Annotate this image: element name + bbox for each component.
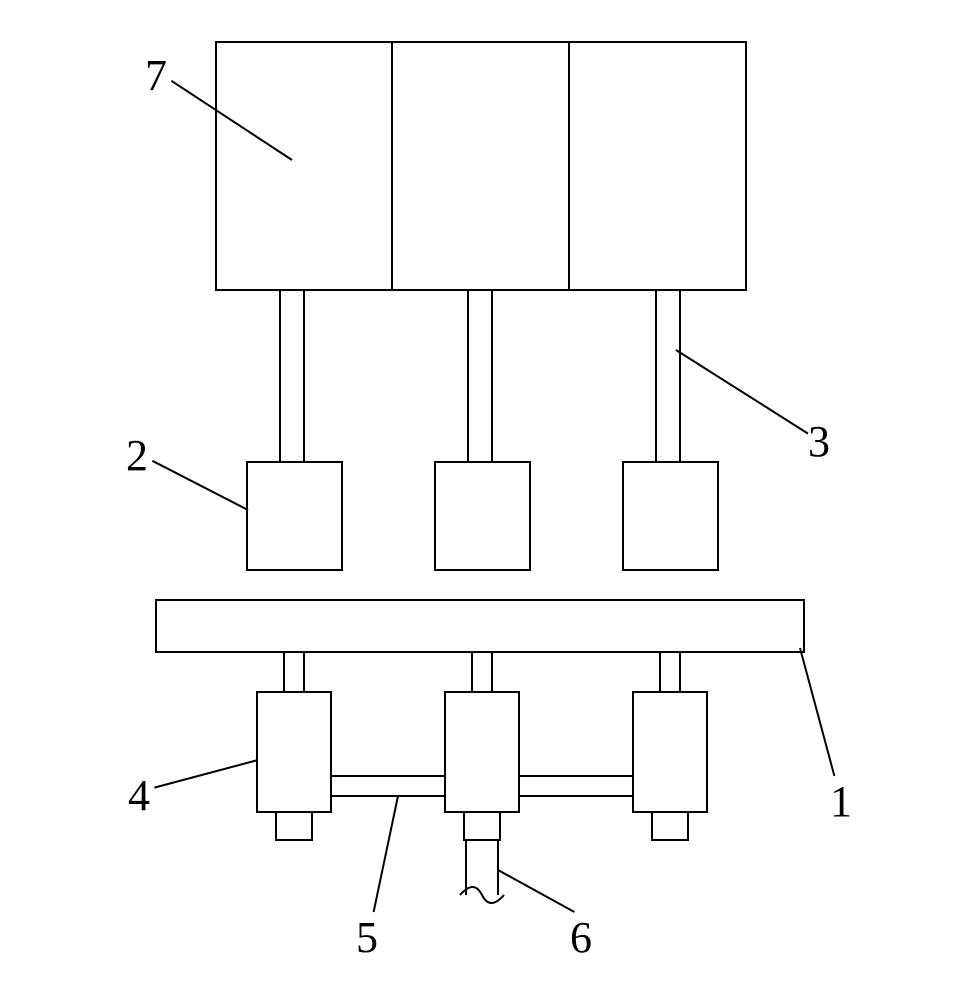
label-1: 1 — [830, 776, 852, 827]
label-5: 5 — [356, 912, 378, 963]
label-4: 4 — [128, 770, 150, 821]
diagram-svg — [0, 0, 967, 1000]
label-3: 3 — [808, 416, 830, 467]
engineering-diagram — [0, 0, 967, 1000]
label-6: 6 — [570, 912, 592, 963]
label-2: 2 — [126, 430, 148, 481]
label-7: 7 — [145, 50, 167, 101]
